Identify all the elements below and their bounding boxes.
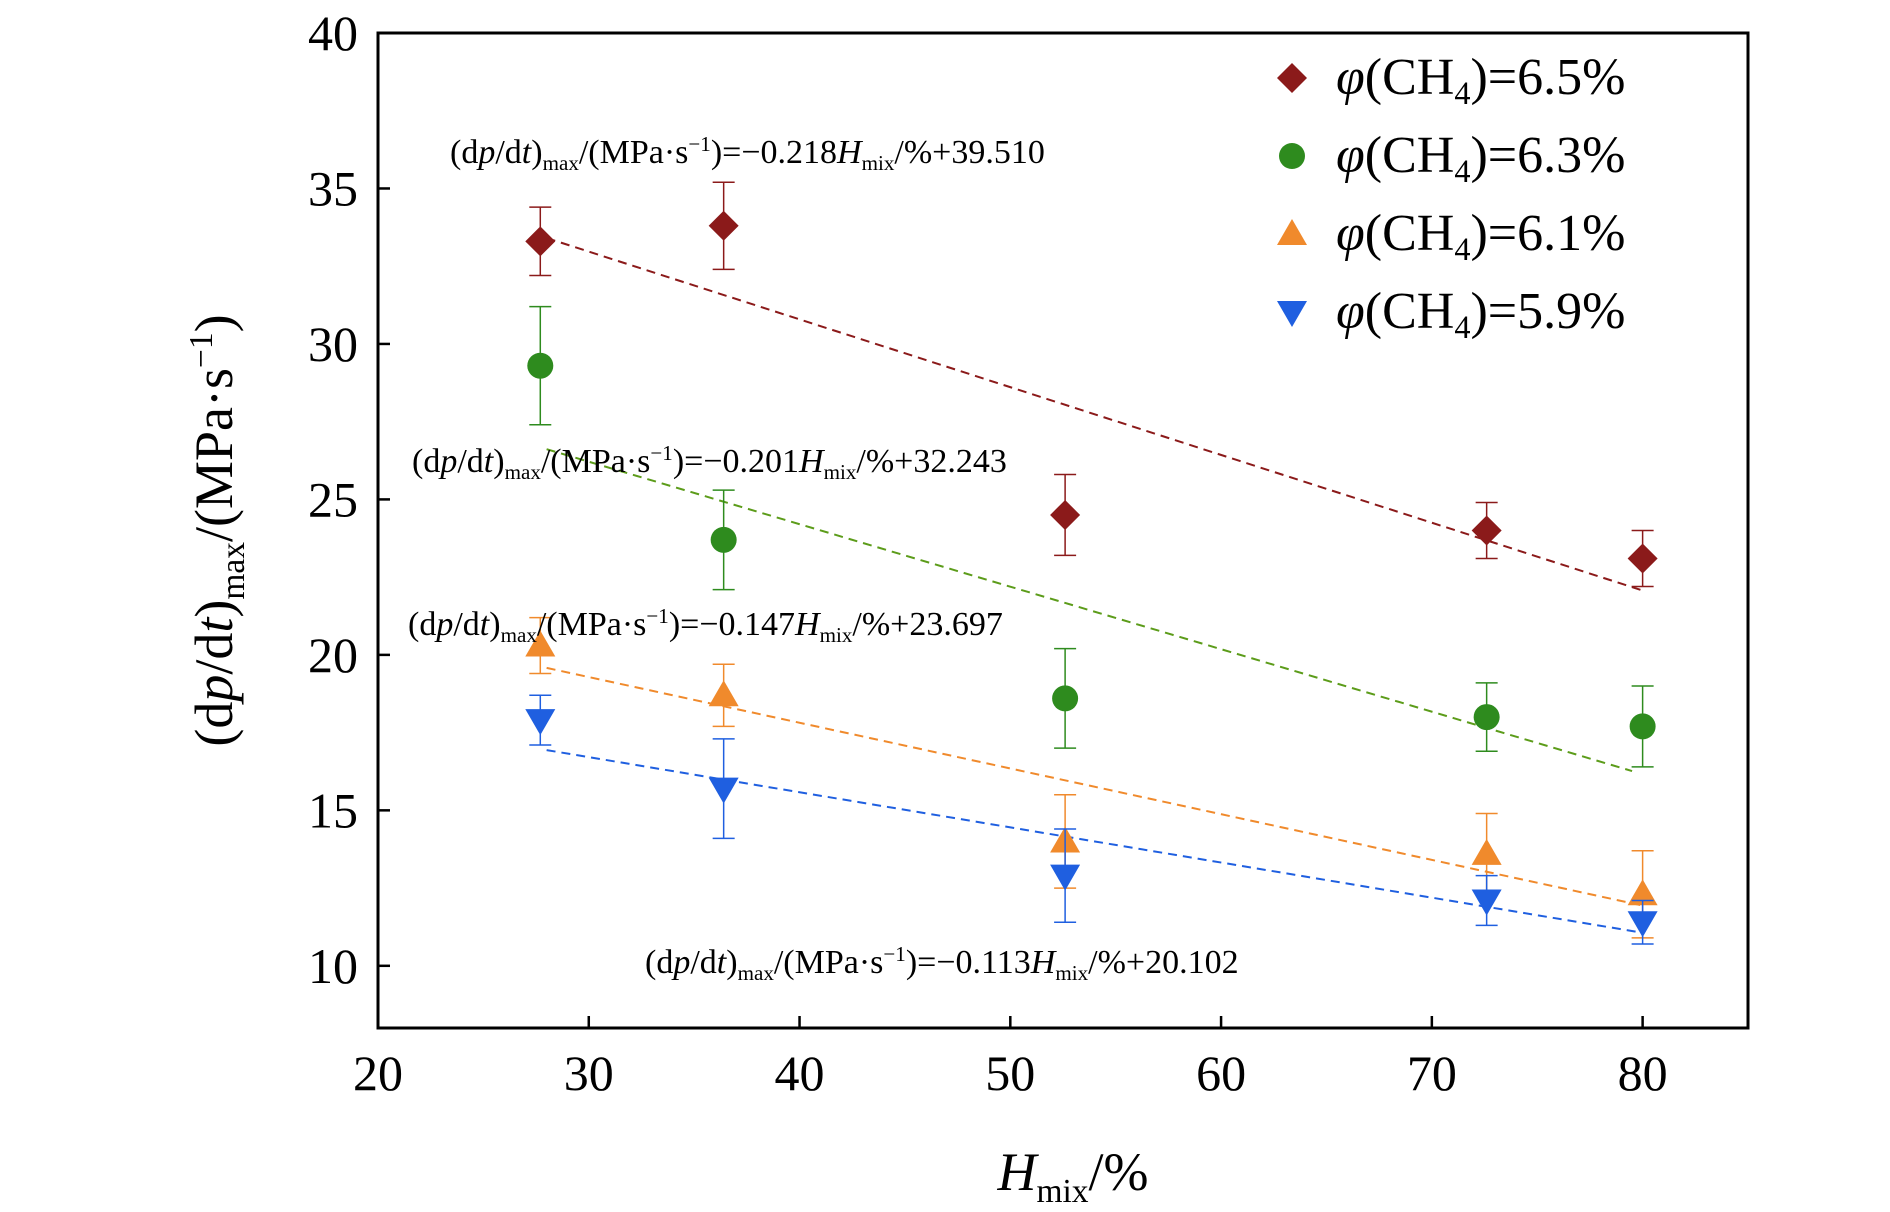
- legend-marker-triangle-up: [1277, 219, 1307, 245]
- data-point: [1629, 713, 1656, 740]
- data-point: [710, 526, 737, 553]
- data-point: [1627, 879, 1658, 906]
- data-point: [708, 777, 739, 804]
- x-axis-title: Hmix/%: [996, 1142, 1148, 1210]
- x-tick-label: 80: [1618, 1045, 1668, 1101]
- y-tick-label: 15: [308, 782, 358, 838]
- data-point: [708, 210, 739, 241]
- legend-label-6-3: φ(CH4)=6.3%: [1336, 127, 1625, 189]
- data-point: [1627, 911, 1658, 938]
- data-point: [708, 680, 739, 707]
- legend-label-5-9: φ(CH4)=5.9%: [1336, 283, 1625, 345]
- x-tick-label: 30: [564, 1045, 614, 1101]
- equation-label-6-5: (dp/dt)max/(MPa·s−1)=−0.218Hmix/%+39.510: [450, 132, 1045, 175]
- equation-label-5-9: (dp/dt)max/(MPa·s−1)=−0.113Hmix/%+20.102: [645, 942, 1239, 985]
- data-point: [1473, 704, 1500, 731]
- x-tick-label: 20: [353, 1045, 403, 1101]
- legend-marker-shape: [1279, 143, 1305, 169]
- y-tick-label: 35: [308, 160, 358, 216]
- legend-marker-shape: [1277, 63, 1307, 93]
- legend-marker-circle: [1279, 143, 1305, 169]
- x-tick-label: 70: [1407, 1045, 1457, 1101]
- data-point: [1627, 543, 1658, 574]
- equation-label-6-3: (dp/dt)max/(MPa·s−1)=−0.201Hmix/%+32.243: [412, 441, 1007, 484]
- legend-marker-triangle-down: [1277, 301, 1307, 327]
- y-tick-label: 25: [308, 471, 358, 527]
- plot-frame: [376, 31, 1750, 1030]
- data-point: [527, 352, 554, 379]
- x-tick-label: 40: [775, 1045, 825, 1101]
- legend-marker-shape: [1277, 219, 1307, 245]
- data-point: [525, 226, 556, 257]
- fit-line: [546, 666, 1643, 907]
- data-point: [1471, 515, 1502, 546]
- data-point: [1050, 499, 1081, 530]
- legend-marker-shape: [1277, 301, 1307, 327]
- y-tick-label: 10: [308, 938, 358, 994]
- y-tick-label: 40: [308, 5, 358, 61]
- y-tick-label: 30: [308, 316, 358, 372]
- data-point: [525, 709, 556, 736]
- data-point: [1052, 685, 1079, 712]
- legend-marker-diamond: [1277, 63, 1307, 93]
- legend: φ(CH4)=6.5% φ(CH4)=6.3% φ(CH4)=6.1% φ(CH…: [1277, 49, 1625, 345]
- legend-label-6-1: φ(CH4)=6.1%: [1336, 205, 1625, 267]
- data-point: [1471, 838, 1502, 865]
- axes-layer: 20 30 40 50 60 70 80 10 15 20 25 30 35 40: [308, 5, 1668, 1101]
- legend-label-6-5: φ(CH4)=6.5%: [1336, 49, 1625, 111]
- y-tick-label: 20: [308, 627, 358, 683]
- data-point: [525, 630, 556, 657]
- x-tick-label: 60: [1196, 1045, 1246, 1101]
- x-tick-label: 50: [985, 1045, 1035, 1101]
- fit-line: [546, 237, 1643, 592]
- data-point: [1050, 864, 1081, 891]
- y-axis-title: (dp/dt)max/(MPa·s−1): [183, 314, 252, 746]
- plot-layer: [525, 181, 1658, 945]
- data-point: [1471, 889, 1502, 916]
- equation-label-6-1: (dp/dt)max/(MPa·s−1)=−0.147Hmix/%+23.697: [408, 604, 1003, 647]
- fit-line: [546, 448, 1633, 773]
